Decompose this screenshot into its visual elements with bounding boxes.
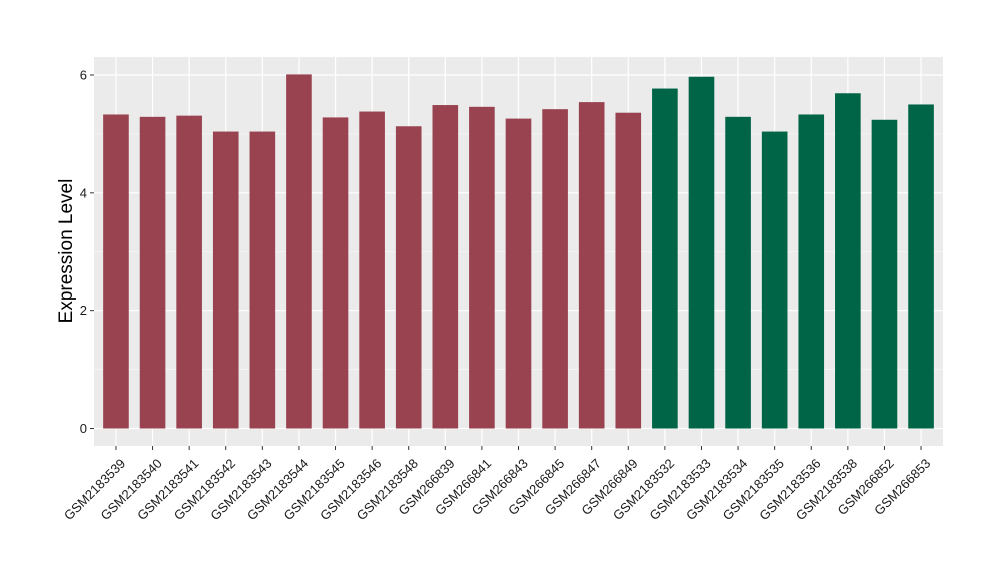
bar <box>469 106 495 429</box>
bar <box>139 116 166 429</box>
bar <box>908 104 934 429</box>
bar <box>505 118 532 429</box>
y-tick-label: 0 <box>80 421 87 436</box>
bar <box>286 74 312 429</box>
bar <box>688 76 715 429</box>
bar <box>578 102 605 429</box>
bar <box>176 115 202 429</box>
bars <box>103 74 934 429</box>
bar <box>798 114 825 429</box>
bar <box>615 112 642 429</box>
y-tick-label: 2 <box>80 303 87 318</box>
bar <box>432 105 459 429</box>
bar <box>359 111 385 429</box>
bar <box>395 126 422 429</box>
bar <box>322 117 349 429</box>
bar <box>542 109 568 429</box>
y-tick-label: 6 <box>80 68 87 83</box>
bar <box>835 93 861 429</box>
y-axis-title: Expression Level <box>56 179 77 324</box>
bar <box>652 88 678 429</box>
bar <box>725 116 751 429</box>
bar <box>103 114 129 429</box>
bar <box>249 131 276 429</box>
bar <box>212 131 239 429</box>
y-tick-label: 4 <box>80 185 87 200</box>
x-axis: GSM2183539GSM2183540GSM2183541GSM2183542… <box>61 446 933 523</box>
y-axis: 0 2 4 6 <box>80 68 94 436</box>
bar <box>871 119 898 429</box>
bar <box>761 131 788 429</box>
